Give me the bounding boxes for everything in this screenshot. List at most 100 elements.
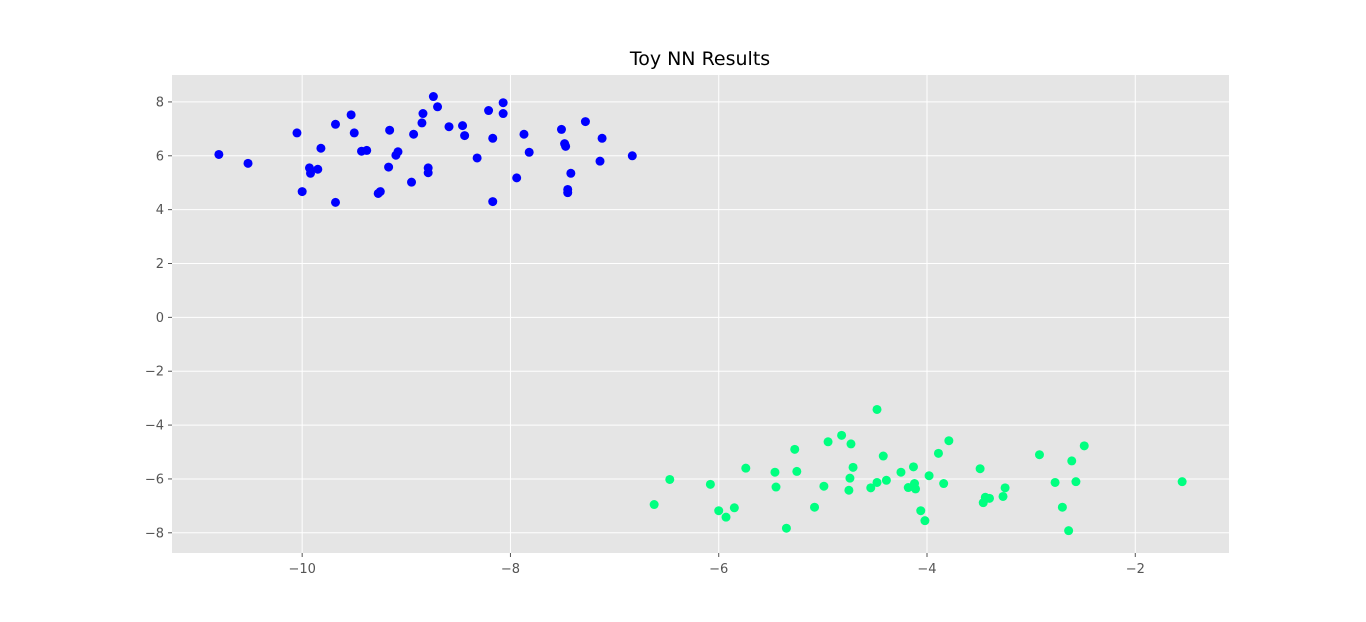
data-points [214, 92, 1187, 536]
data-point-series-2 [916, 506, 926, 516]
data-point-series-2 [1050, 477, 1060, 487]
data-point-series-2 [837, 430, 847, 440]
data-point-series-1 [488, 197, 498, 207]
x-tick-label: −8 [501, 562, 520, 577]
data-point-series-1 [292, 128, 302, 138]
y-tick-label: 0 [156, 311, 164, 326]
data-point-series-2 [1067, 456, 1077, 466]
data-point-series-1 [330, 119, 340, 129]
data-point-series-1 [349, 128, 359, 138]
data-point-series-2 [846, 439, 856, 449]
data-point-series-1 [433, 102, 443, 112]
data-point-series-2 [872, 477, 882, 487]
data-point-series-2 [872, 404, 882, 414]
data-point-series-1 [306, 168, 316, 178]
data-point-series-1 [418, 109, 428, 119]
y-tick-label: −4 [145, 419, 164, 434]
data-point-series-1 [330, 197, 340, 207]
data-point-series-1 [460, 131, 470, 141]
plot-area [172, 75, 1229, 553]
data-point-series-2 [721, 512, 731, 522]
data-point-series-2 [1064, 526, 1074, 536]
data-point-series-1 [484, 106, 494, 116]
data-point-series-1 [561, 141, 571, 151]
data-point-series-2 [984, 493, 994, 503]
data-point-series-1 [423, 168, 433, 178]
data-point-series-1 [444, 122, 454, 132]
data-point-series-1 [393, 147, 403, 157]
grid-lines [172, 75, 1229, 553]
data-point-series-2 [848, 462, 858, 472]
data-point-series-1 [498, 109, 508, 119]
data-point-series-2 [1000, 483, 1010, 493]
data-point-series-1 [316, 143, 326, 153]
data-point-series-1 [385, 125, 395, 135]
data-point-series-2 [975, 464, 985, 474]
data-point-series-1 [488, 133, 498, 143]
data-point-series-2 [920, 516, 930, 526]
data-point-series-2 [1079, 441, 1089, 451]
data-point-series-1 [563, 188, 573, 198]
y-tick-label: 4 [156, 203, 164, 218]
data-point-series-2 [1034, 450, 1044, 460]
data-point-series-2 [1177, 477, 1187, 487]
data-point-series-2 [1057, 502, 1067, 512]
data-point-series-2 [792, 466, 802, 476]
data-point-series-1 [512, 173, 522, 183]
data-point-series-1 [384, 162, 394, 172]
data-point-series-1 [214, 149, 224, 159]
y-tick-label: −6 [145, 472, 164, 487]
data-point-series-1 [313, 164, 323, 174]
data-point-series-1 [362, 145, 372, 155]
data-point-series-2 [908, 462, 918, 472]
y-axis: −8 −6 −4 −2 0 2 4 6 8 [145, 95, 172, 541]
data-point-series-1 [597, 133, 607, 143]
data-point-series-2 [741, 463, 751, 473]
data-point-series-2 [771, 482, 781, 492]
x-axis: −10 −8 −6 −4 −2 [288, 553, 1145, 577]
data-point-series-2 [714, 506, 724, 516]
data-point-series-1 [346, 110, 356, 120]
data-point-series-1 [428, 92, 438, 102]
y-tick-label: 8 [156, 95, 164, 110]
data-point-series-1 [595, 156, 605, 166]
data-point-series-1 [458, 121, 468, 131]
data-point-series-1 [472, 153, 482, 163]
data-point-series-1 [580, 117, 590, 127]
data-point-series-2 [770, 467, 780, 477]
data-point-series-2 [924, 471, 934, 481]
data-point-series-1 [498, 98, 508, 108]
data-point-series-2 [819, 481, 829, 491]
x-tick-label: −10 [288, 562, 315, 577]
data-point-series-1 [556, 124, 566, 134]
x-tick-label: −4 [917, 562, 936, 577]
data-point-series-1 [417, 118, 427, 128]
data-point-series-2 [729, 503, 739, 513]
data-point-series-2 [845, 473, 855, 483]
x-tick-label: −2 [1126, 562, 1145, 577]
data-point-series-2 [649, 500, 659, 510]
y-tick-label: 2 [156, 257, 164, 272]
data-point-series-2 [881, 475, 891, 485]
y-tick-label: −8 [145, 526, 164, 541]
data-point-series-2 [844, 485, 854, 495]
data-point-series-2 [781, 523, 791, 533]
data-point-series-2 [705, 479, 715, 489]
data-point-series-2 [896, 467, 906, 477]
data-point-series-2 [1071, 477, 1081, 487]
data-point-series-1 [627, 151, 637, 161]
chart-title: Toy NN Results [629, 48, 770, 70]
data-point-series-1 [566, 168, 576, 178]
x-tick-label: −6 [709, 562, 728, 577]
y-tick-label: −2 [145, 365, 164, 380]
data-point-series-2 [878, 451, 888, 461]
data-point-series-1 [297, 187, 307, 197]
data-point-series-1 [243, 158, 253, 168]
data-point-series-1 [524, 147, 534, 157]
data-point-series-2 [790, 444, 800, 454]
data-point-series-2 [810, 502, 820, 512]
data-point-series-1 [375, 187, 385, 197]
data-point-series-2 [866, 483, 876, 493]
data-point-series-1 [409, 129, 419, 139]
